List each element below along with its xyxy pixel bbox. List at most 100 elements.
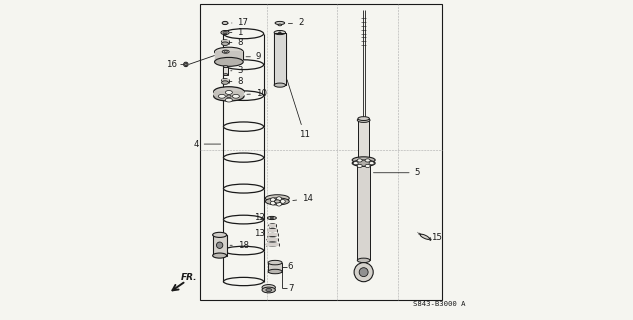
Ellipse shape <box>223 91 263 100</box>
Bar <box>222 40 229 44</box>
Ellipse shape <box>357 258 370 263</box>
Bar <box>267 233 278 236</box>
Ellipse shape <box>268 224 277 227</box>
Ellipse shape <box>227 95 231 98</box>
Ellipse shape <box>270 198 275 202</box>
Text: S843-B3000 A: S843-B3000 A <box>413 300 466 307</box>
Ellipse shape <box>267 233 278 236</box>
Ellipse shape <box>225 98 232 102</box>
Text: 2: 2 <box>289 19 303 28</box>
Bar <box>268 263 282 271</box>
Text: 13: 13 <box>254 229 268 238</box>
Bar <box>358 119 370 160</box>
Ellipse shape <box>223 74 228 76</box>
Ellipse shape <box>213 232 227 237</box>
Text: 7: 7 <box>288 284 293 292</box>
Ellipse shape <box>265 195 289 202</box>
Circle shape <box>216 242 223 248</box>
Ellipse shape <box>270 217 273 219</box>
Bar <box>357 162 370 260</box>
Ellipse shape <box>222 79 229 82</box>
Text: 4: 4 <box>193 140 221 148</box>
Text: FR.: FR. <box>180 273 197 282</box>
Text: 16: 16 <box>166 60 177 69</box>
Text: 14: 14 <box>293 194 313 204</box>
Text: 17: 17 <box>232 19 249 28</box>
Ellipse shape <box>223 66 228 68</box>
Bar <box>266 238 279 241</box>
Ellipse shape <box>266 288 272 292</box>
Bar <box>268 228 277 232</box>
Ellipse shape <box>223 60 263 69</box>
Ellipse shape <box>184 62 188 67</box>
Bar <box>214 91 244 96</box>
Bar <box>215 51 243 62</box>
Ellipse shape <box>215 57 243 66</box>
Text: 9: 9 <box>246 52 261 61</box>
Text: 6: 6 <box>288 262 293 271</box>
Ellipse shape <box>270 201 275 205</box>
Ellipse shape <box>223 31 227 34</box>
Ellipse shape <box>223 153 263 162</box>
Ellipse shape <box>275 200 280 203</box>
Ellipse shape <box>222 81 229 84</box>
Ellipse shape <box>262 287 275 293</box>
Ellipse shape <box>222 42 229 45</box>
Ellipse shape <box>265 198 289 205</box>
Ellipse shape <box>223 29 263 39</box>
Ellipse shape <box>222 50 229 53</box>
Ellipse shape <box>274 30 285 35</box>
Text: 3: 3 <box>230 66 243 75</box>
Ellipse shape <box>223 122 263 131</box>
Text: 1: 1 <box>230 28 243 37</box>
Ellipse shape <box>222 40 229 43</box>
Ellipse shape <box>268 260 282 265</box>
Ellipse shape <box>268 228 277 232</box>
Text: 8: 8 <box>229 38 243 47</box>
Bar <box>222 79 229 83</box>
Bar <box>200 4 442 300</box>
Ellipse shape <box>221 30 229 35</box>
Ellipse shape <box>224 32 226 33</box>
Circle shape <box>354 263 373 282</box>
Ellipse shape <box>218 94 225 98</box>
Ellipse shape <box>279 32 281 33</box>
Bar <box>213 235 227 256</box>
Bar <box>223 67 228 75</box>
Ellipse shape <box>357 164 362 168</box>
Ellipse shape <box>232 94 239 98</box>
Ellipse shape <box>266 243 279 246</box>
Ellipse shape <box>353 162 358 165</box>
Ellipse shape <box>223 215 263 224</box>
Bar <box>274 33 285 85</box>
Bar <box>274 33 285 85</box>
Ellipse shape <box>267 216 277 220</box>
Ellipse shape <box>278 24 282 26</box>
Ellipse shape <box>214 87 244 96</box>
Bar <box>266 243 279 246</box>
Ellipse shape <box>357 118 370 123</box>
Ellipse shape <box>275 21 285 25</box>
Ellipse shape <box>185 63 187 66</box>
Text: 15: 15 <box>430 233 442 242</box>
Text: 10: 10 <box>247 89 267 98</box>
Ellipse shape <box>222 21 228 25</box>
Ellipse shape <box>224 51 227 52</box>
Ellipse shape <box>277 197 282 201</box>
Ellipse shape <box>358 117 370 121</box>
Ellipse shape <box>365 164 370 168</box>
Ellipse shape <box>280 199 285 203</box>
Ellipse shape <box>225 91 232 94</box>
Ellipse shape <box>213 253 227 258</box>
Ellipse shape <box>357 159 362 162</box>
Ellipse shape <box>420 234 430 239</box>
Ellipse shape <box>369 162 374 165</box>
Ellipse shape <box>352 160 375 166</box>
Text: 5: 5 <box>373 168 420 177</box>
Ellipse shape <box>365 159 370 162</box>
Text: 12: 12 <box>254 213 265 222</box>
Ellipse shape <box>277 202 282 206</box>
Text: 8: 8 <box>229 77 243 86</box>
Text: 18: 18 <box>230 241 249 250</box>
Ellipse shape <box>223 246 263 255</box>
